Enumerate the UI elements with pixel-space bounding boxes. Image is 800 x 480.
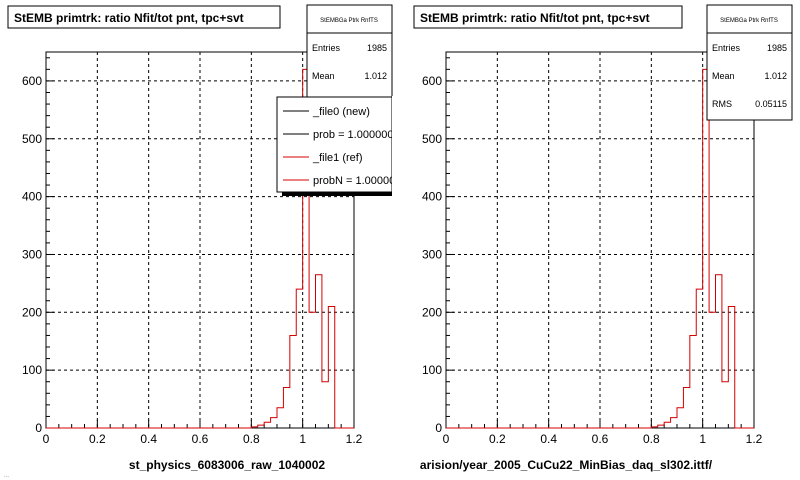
- corner-note: ...: [4, 473, 9, 479]
- legend-label-probN: probN = 1.000000: [313, 175, 401, 187]
- right-stats-box: StEMBGa Ptrk RnfTS Entries 1985 Mean 1.0…: [706, 4, 793, 121]
- right-panel: StEMB primtrk: ratio Nfit/tot pnt, tpc+s…: [413, 4, 793, 472]
- left-histogram: [46, 68, 354, 429]
- left-stats-box: StEMBGa Ptrk RnfTS Entries 1985 Mean 1.0…: [306, 4, 393, 101]
- right-stats-rms-label: RMS: [712, 99, 732, 109]
- left-x-tick-label-3: 0.6: [192, 432, 209, 446]
- left-y-tick-label-2: 200: [22, 305, 42, 319]
- right-title: StEMB primtrk: ratio Nfit/tot pnt, tpc+s…: [420, 11, 650, 25]
- left-stats-mean-label: Mean: [312, 71, 335, 81]
- right-stats-entries-label: Entries: [712, 43, 741, 53]
- left-stats-name: StEMBGa Ptrk RnfTS: [320, 18, 378, 24]
- right-x-tick-label-4: 0.8: [643, 432, 660, 446]
- left-stats-entries-value: 1985: [367, 43, 387, 53]
- right-x-tick-label-0: 0: [443, 432, 450, 446]
- right-y-tick-label-3: 300: [422, 247, 442, 261]
- right-x-tick-label-5: 1: [699, 432, 706, 446]
- right-title-box: [413, 5, 683, 29]
- left-y-tick-label-5: 500: [22, 132, 42, 146]
- right-stats-rms-value: 0.05115: [755, 99, 787, 109]
- left-title: StEMB primtrk: ratio Nfit/tot pnt, tpc+s…: [14, 11, 244, 25]
- legend-label-file0: _file0 (new): [312, 106, 370, 118]
- right-stats-mean-value: 1.012: [764, 71, 787, 81]
- right-footer: arision/year_2005_CuCu22_MinBias_daq_sl3…: [420, 458, 713, 472]
- right-histogram: [446, 68, 754, 429]
- legend-label-prob: prob = 1.000000: [313, 129, 393, 141]
- right-stats-entries-value: 1985: [767, 43, 787, 53]
- legend-label-file1: _file1 (ref): [312, 152, 363, 164]
- left-stats-mean-value: 1.012: [364, 71, 387, 81]
- right-stats-mean-label: Mean: [712, 71, 735, 81]
- right-x-tick-label-6: 1.2: [746, 432, 763, 446]
- right-y-tick-label-1: 100: [422, 363, 442, 377]
- left-panel: StEMB primtrk: ratio Nfit/tot pnt, tpc+s…: [4, 4, 402, 479]
- right-y-tick-label-2: 200: [422, 305, 442, 319]
- left-x-tick-label-2: 0.4: [140, 432, 157, 446]
- right-y-tick-label-4: 400: [422, 190, 442, 204]
- left-y-tick-label-0: 0: [35, 421, 42, 435]
- right-y-tick-label-6: 600: [422, 74, 442, 88]
- right-histogram-line: [446, 68, 754, 429]
- right-y-tick-label-5: 500: [422, 132, 442, 146]
- right-y-tick-label-0: 0: [435, 421, 442, 435]
- left-x-tick-label-6: 1.2: [346, 432, 363, 446]
- left-x-tick-label-5: 1: [299, 432, 306, 446]
- left-y-tick-label-3: 300: [22, 247, 42, 261]
- left-stats-entries-label: Entries: [312, 43, 341, 53]
- left-axes: 0 0.2 0.4 0.6 0.8 1 1.2 0 100 200 300 400 500 600: [22, 57, 363, 446]
- left-histogram-line: [46, 68, 354, 429]
- right-axes: 0 0.2 0.4 0.6 0.8 1 1.2 0 100 200 300 400 500 600: [422, 57, 763, 446]
- right-stats-name: StEMBGa Ptrk RnfTS: [720, 18, 778, 24]
- left-title-box: [7, 5, 281, 29]
- left-x-tick-label-0: 0: [43, 432, 50, 446]
- left-footer: st_physics_6083006_raw_1040002: [129, 458, 325, 472]
- right-x-tick-label-3: 0.6: [592, 432, 609, 446]
- left-x-tick-label-4: 0.8: [243, 432, 260, 446]
- left-y-tick-label-1: 100: [22, 363, 42, 377]
- left-y-tick-label-4: 400: [22, 190, 42, 204]
- left-y-tick-label-6: 600: [22, 74, 42, 88]
- right-x-tick-label-1: 0.2: [489, 432, 506, 446]
- legend-box: _file0 (new) prob = 1.000000 _file1 (ref…: [276, 96, 402, 198]
- left-x-tick-label-1: 0.2: [89, 432, 106, 446]
- right-x-tick-label-2: 0.4: [540, 432, 557, 446]
